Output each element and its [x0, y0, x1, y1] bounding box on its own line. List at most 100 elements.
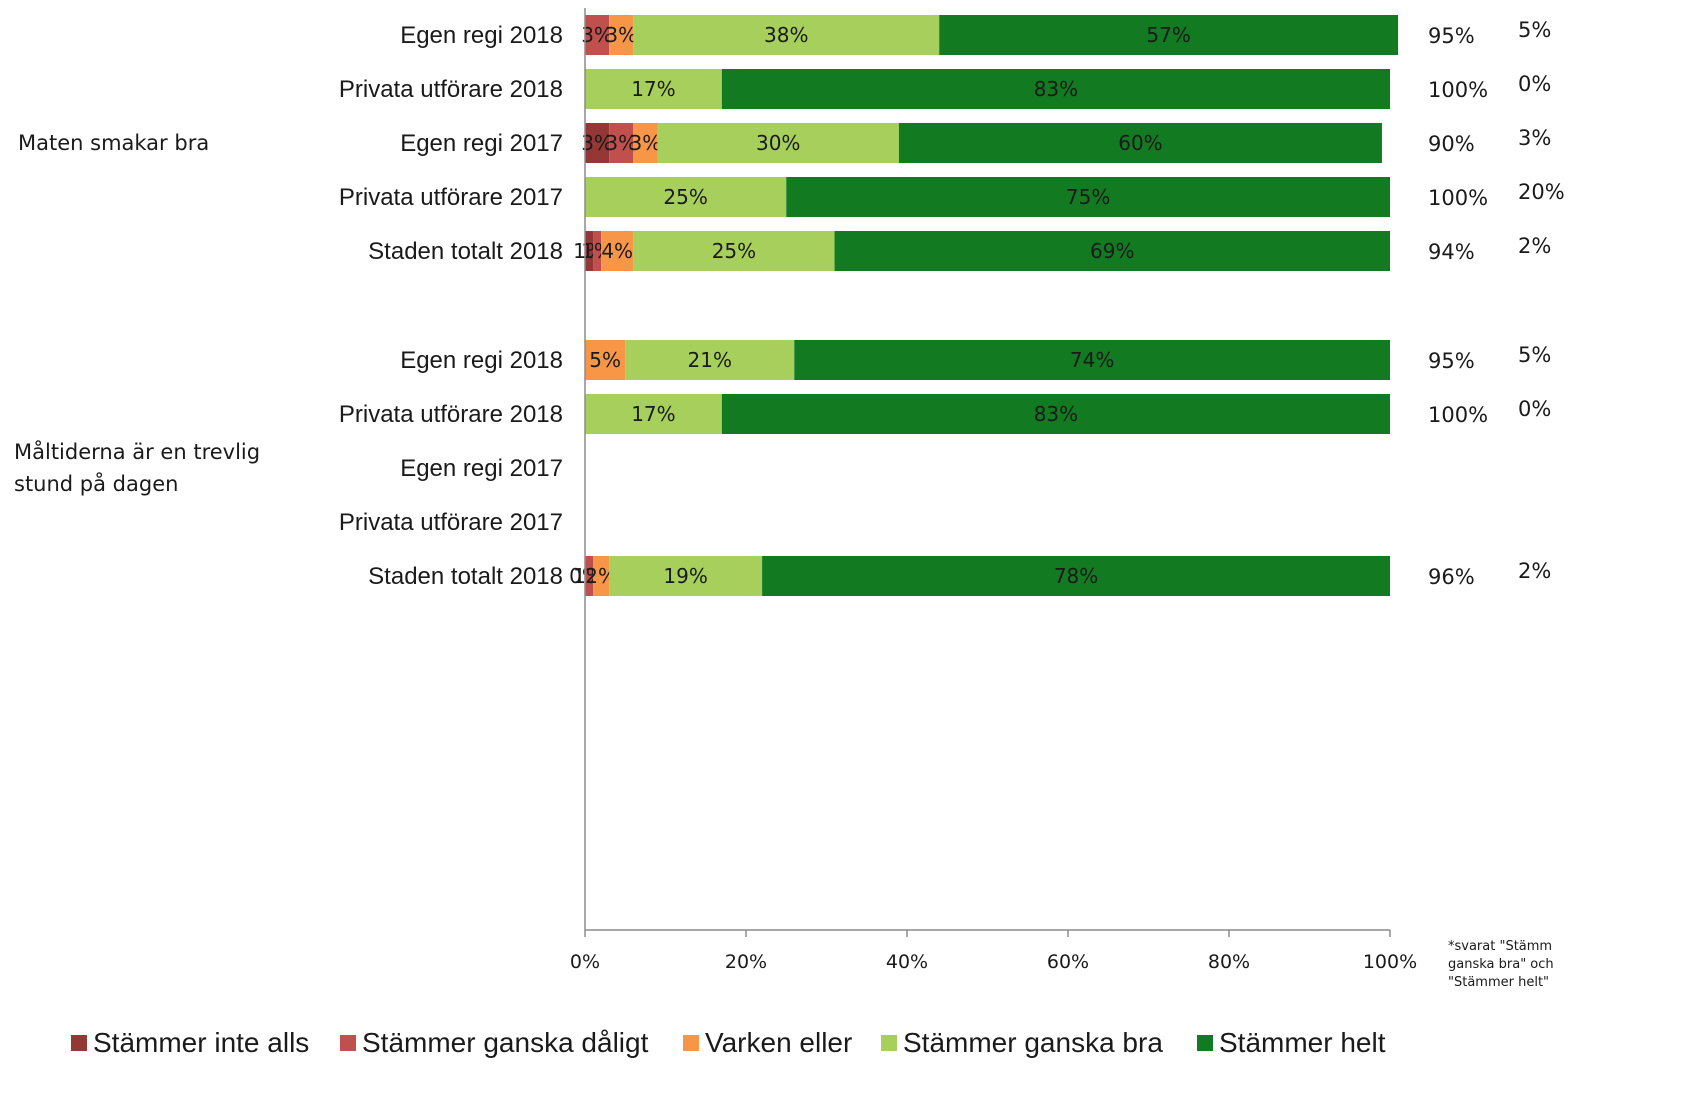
- legend-label: Stämmer ganska bra: [903, 1027, 1163, 1058]
- data-label: 19%: [663, 564, 707, 588]
- x-tick-label: 100%: [1363, 951, 1417, 973]
- data-label: 17%: [631, 402, 675, 426]
- bar-segment: [593, 231, 602, 271]
- negative-share-label: 20%: [1518, 180, 1565, 204]
- x-tick-label: 0%: [570, 951, 600, 973]
- footnote-text: "Stämmer helt": [1448, 975, 1549, 990]
- data-label: 25%: [712, 239, 756, 263]
- bar-segment: [625, 340, 795, 380]
- positive-share-label: 90%: [1428, 132, 1475, 156]
- bar-segment: [609, 123, 634, 163]
- positive-share-label: 96%: [1428, 565, 1475, 589]
- data-label: 3%: [581, 131, 613, 155]
- positive-share-label: 100%: [1428, 403, 1488, 427]
- bar-segment: [585, 231, 594, 271]
- bar-segment: [585, 556, 594, 596]
- row-label: Staden totalt 2018: [368, 238, 563, 265]
- x-tick-label: 80%: [1208, 951, 1250, 973]
- row-label: Privata utförare 2017: [339, 184, 563, 211]
- data-label: 3%: [605, 131, 637, 155]
- bar-segment: [585, 69, 722, 109]
- positive-share-label: 94%: [1428, 240, 1475, 264]
- row-label: Privata utförare 2018: [339, 76, 563, 103]
- bar-segment: [721, 394, 1390, 434]
- row-label: Egen regi 2017: [400, 130, 563, 157]
- bar-segment: [939, 15, 1399, 55]
- bar-segment: [633, 231, 835, 271]
- row-label: Privata utförare 2017: [339, 509, 563, 536]
- positive-share-label: 100%: [1428, 78, 1488, 102]
- data-label: 75%: [1066, 185, 1110, 209]
- negative-share-label: 0%: [1518, 72, 1551, 96]
- bar-segment: [633, 123, 658, 163]
- row-label: Staden totalt 2018: [368, 563, 563, 590]
- bar-segment: [657, 123, 899, 163]
- footnote-text: ganska bra" och: [1448, 957, 1554, 972]
- group-label: Måltiderna är en trevlig: [14, 439, 260, 464]
- negative-share-label: 2%: [1518, 234, 1551, 258]
- negative-share-label: 2%: [1518, 559, 1551, 583]
- bar-segment: [786, 177, 1390, 217]
- data-label: 5%: [589, 348, 621, 372]
- data-label: 83%: [1034, 77, 1078, 101]
- bar-segment: [585, 15, 610, 55]
- bar-segment: [609, 15, 634, 55]
- positive-share-label: 95%: [1428, 24, 1475, 48]
- data-label: 17%: [631, 77, 675, 101]
- data-label: 74%: [1070, 348, 1114, 372]
- negative-share-label: 0%: [1518, 397, 1551, 421]
- row-label: Egen regi 2017: [400, 455, 563, 482]
- row-label: Egen regi 2018: [400, 22, 563, 49]
- data-label: 25%: [663, 185, 707, 209]
- bar-segment: [585, 394, 722, 434]
- legend-swatch: [71, 1035, 87, 1051]
- legend-label: Stämmer ganska dåligt: [362, 1027, 649, 1058]
- group-label: stund på dagen: [14, 471, 178, 496]
- negative-share-label: 5%: [1518, 18, 1551, 42]
- footnote-text: *svarat "Stämm: [1448, 939, 1552, 954]
- negative-share-label: 5%: [1518, 343, 1551, 367]
- bar-segment: [601, 231, 634, 271]
- bar-segment: [898, 123, 1382, 163]
- data-label: 3%: [605, 23, 637, 47]
- bar-segment: [609, 556, 763, 596]
- data-label: 57%: [1146, 23, 1190, 47]
- data-label: 83%: [1034, 402, 1078, 426]
- legend-swatch: [881, 1035, 897, 1051]
- bar-segment: [721, 69, 1390, 109]
- data-label: 3%: [630, 131, 662, 155]
- bar-segment: [585, 123, 610, 163]
- data-label: 4%: [601, 239, 633, 263]
- bar-segment: [794, 340, 1390, 380]
- row-label: Egen regi 2018: [400, 347, 563, 374]
- row-label: Privata utförare 2018: [339, 401, 563, 428]
- bar-segment: [585, 177, 787, 217]
- legend-label: Stämmer inte alls: [93, 1027, 309, 1058]
- bar-segment: [834, 231, 1390, 271]
- x-tick-label: 40%: [886, 951, 928, 973]
- x-tick-label: 20%: [725, 951, 767, 973]
- bar-segment: [585, 340, 626, 380]
- legend-swatch: [1197, 1035, 1213, 1051]
- data-label: 78%: [1054, 564, 1098, 588]
- data-label: 69%: [1090, 239, 1134, 263]
- data-label: 21%: [688, 348, 732, 372]
- legend-label: Stämmer helt: [1219, 1027, 1386, 1058]
- data-label: 38%: [764, 23, 808, 47]
- legend-label: Varken eller: [705, 1027, 852, 1058]
- legend-swatch: [340, 1035, 356, 1051]
- group-label: Maten smakar bra: [18, 131, 209, 155]
- data-label: 30%: [756, 131, 800, 155]
- negative-share-label: 3%: [1518, 126, 1551, 150]
- x-tick-label: 60%: [1047, 951, 1089, 973]
- bar-segment: [633, 15, 940, 55]
- legend-swatch: [683, 1035, 699, 1051]
- bar-segment: [593, 556, 610, 596]
- positive-share-label: 95%: [1428, 349, 1475, 373]
- data-label: 60%: [1118, 131, 1162, 155]
- positive-share-label: 100%: [1428, 186, 1488, 210]
- data-label: 3%: [581, 23, 613, 47]
- bar-segment: [762, 556, 1390, 596]
